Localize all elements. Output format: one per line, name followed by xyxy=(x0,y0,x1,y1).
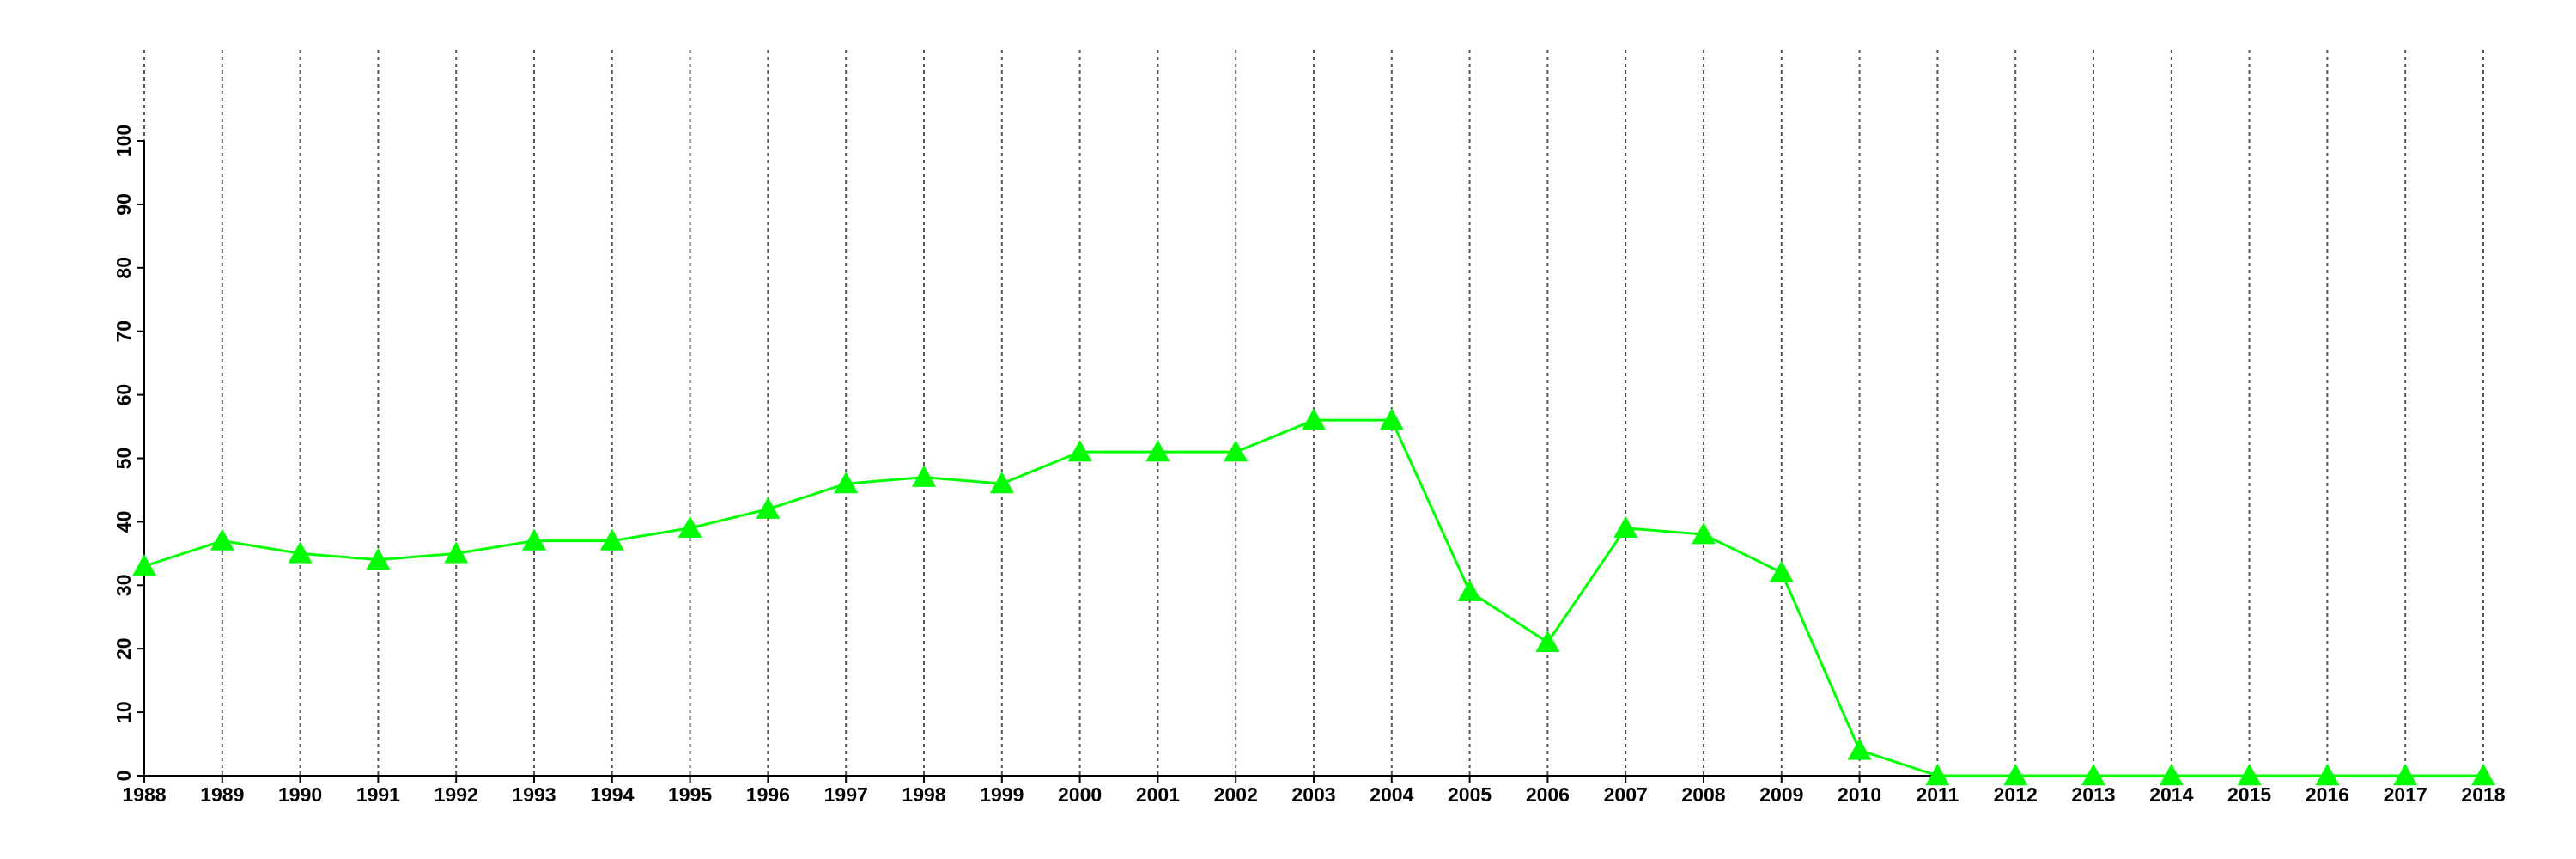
y-tick-label: 50 xyxy=(112,448,135,470)
x-tick-label: 2017 xyxy=(2384,783,2427,806)
y-tick-label: 30 xyxy=(112,575,135,597)
data-point xyxy=(132,554,156,576)
data-point xyxy=(912,465,936,487)
data-point xyxy=(1692,522,1716,545)
x-tick-label: 1993 xyxy=(512,783,556,806)
x-tick-label: 1996 xyxy=(746,783,790,806)
x-tick-label: 2018 xyxy=(2461,783,2505,806)
data-point xyxy=(2159,764,2184,786)
data-point xyxy=(1457,579,1482,601)
data-point xyxy=(522,528,546,551)
x-tick-label: 2010 xyxy=(1838,783,1881,806)
x-tick-label: 2013 xyxy=(2071,783,2115,806)
data-point xyxy=(989,472,1014,494)
data-point xyxy=(2315,764,2340,786)
data-point xyxy=(2237,764,2262,786)
x-tick-label: 2014 xyxy=(2149,783,2193,806)
x-tick-label: 2002 xyxy=(1214,783,1258,806)
y-tick-label: 80 xyxy=(112,257,135,279)
x-tick-label: 2006 xyxy=(1526,783,1570,806)
x-tick-label: 1992 xyxy=(434,783,478,806)
x-tick-label: 1998 xyxy=(902,783,945,806)
data-point xyxy=(2393,764,2418,786)
data-point xyxy=(834,472,859,494)
data-point xyxy=(1224,440,1249,462)
x-tick-label: 2009 xyxy=(1759,783,1803,806)
series-line xyxy=(143,418,2483,777)
data-point xyxy=(2081,764,2105,786)
data-point xyxy=(366,547,391,570)
data-point xyxy=(2003,764,2028,786)
x-tick-label: 1997 xyxy=(824,783,868,806)
x-tick-label: 2012 xyxy=(1994,783,2038,806)
x-tick-label: 2008 xyxy=(1681,783,1725,806)
y-tick-label: 100 xyxy=(112,125,135,157)
data-point xyxy=(1379,408,1404,430)
data-point xyxy=(756,497,781,519)
data-point xyxy=(599,528,624,551)
data-point xyxy=(210,528,234,551)
data-point xyxy=(1847,738,1872,760)
data-point xyxy=(677,515,702,538)
data-point xyxy=(1302,408,1326,430)
data-point xyxy=(2471,764,2495,786)
y-tick-label: 40 xyxy=(112,511,135,533)
data-point xyxy=(1613,515,1638,538)
y-tick-label: 70 xyxy=(112,320,135,343)
x-tick-label: 1999 xyxy=(980,783,1024,806)
x-tick-label: 1988 xyxy=(122,783,166,806)
data-point xyxy=(1067,440,1092,462)
x-tick-label: 2004 xyxy=(1370,783,1413,806)
x-tick-label: 2000 xyxy=(1058,783,1102,806)
data-point xyxy=(1925,764,1950,786)
y-tick-label: 0 xyxy=(112,771,135,782)
data-point xyxy=(1145,440,1170,462)
x-tick-label: 2003 xyxy=(1291,783,1335,806)
data-point xyxy=(288,541,313,564)
x-tick-label: 1989 xyxy=(200,783,244,806)
data-point xyxy=(444,541,469,564)
x-tick-label: 1990 xyxy=(278,783,322,806)
x-tick-label: 1994 xyxy=(590,783,634,806)
y-tick-label: 20 xyxy=(112,637,135,660)
y-tick-label: 10 xyxy=(112,701,135,723)
x-tick-label: 2015 xyxy=(2227,783,2271,806)
x-tick-label: 2001 xyxy=(1136,783,1180,806)
x-tick-label: 1991 xyxy=(356,783,400,806)
data-point xyxy=(1769,560,1794,582)
x-tick-label: 2005 xyxy=(1448,783,1492,806)
x-tick-label: 2016 xyxy=(2306,783,2349,806)
data-point xyxy=(1535,630,1560,653)
x-tick-label: 2011 xyxy=(1916,783,1959,806)
y-tick-label: 90 xyxy=(112,193,135,216)
x-tick-label: 2007 xyxy=(1604,783,1648,806)
x-tick-label: 1995 xyxy=(668,783,712,806)
y-tick-label: 60 xyxy=(112,384,135,406)
